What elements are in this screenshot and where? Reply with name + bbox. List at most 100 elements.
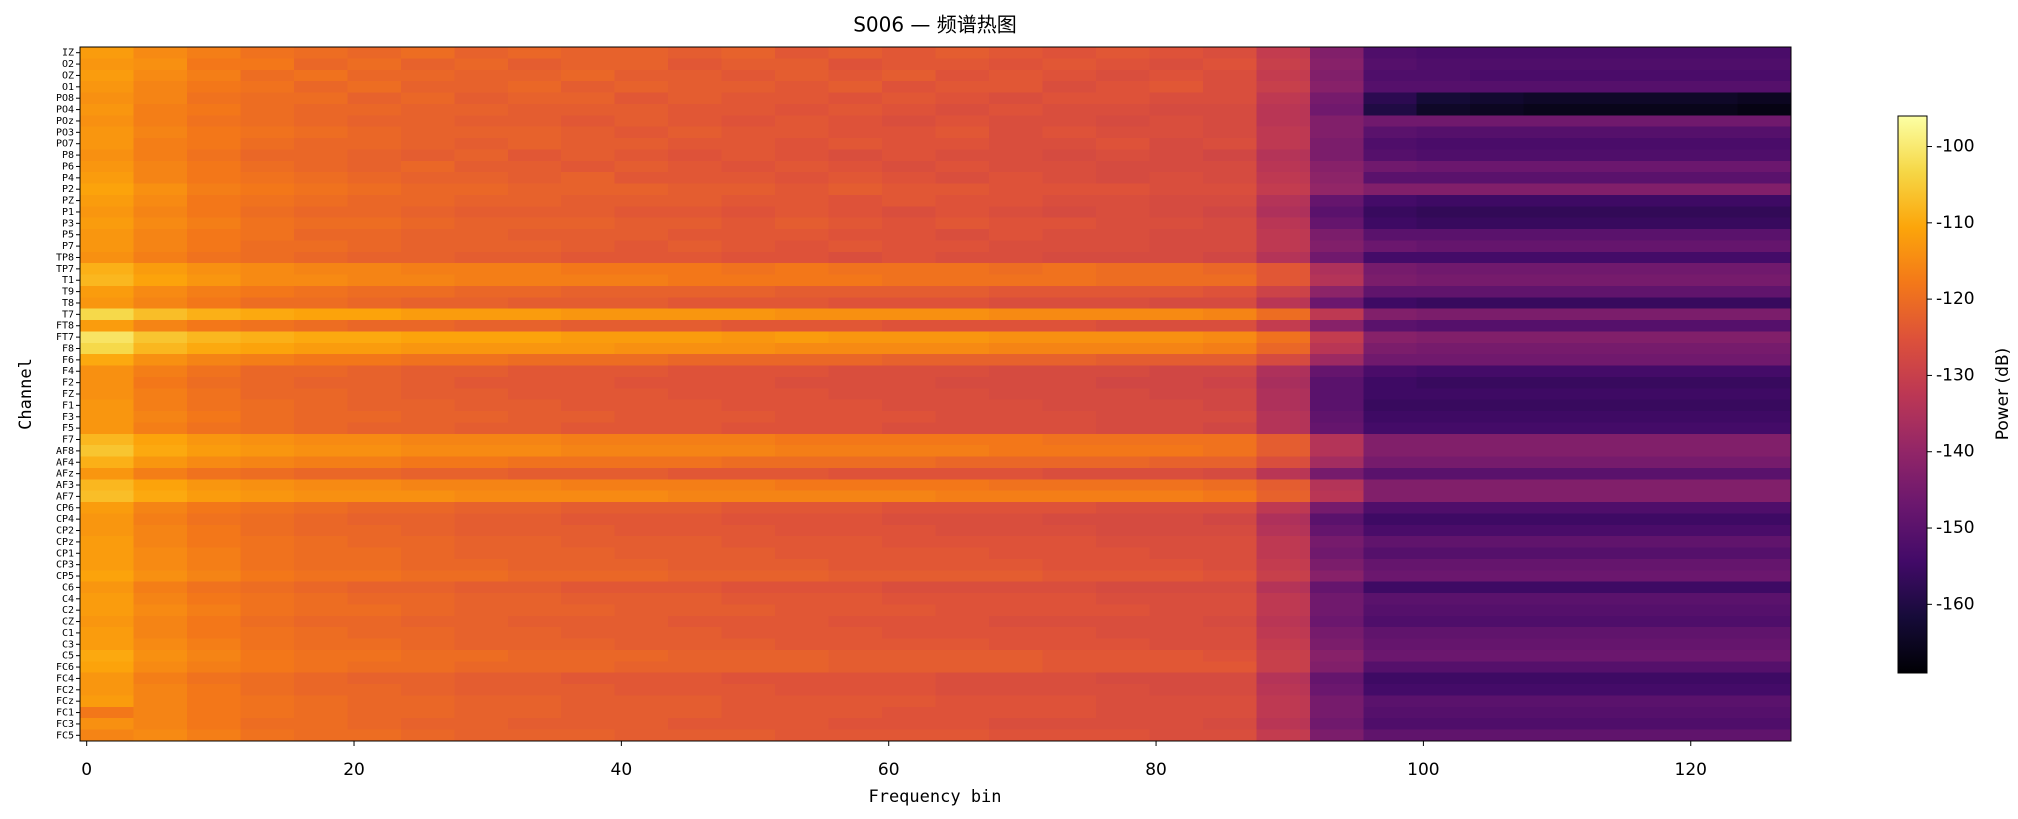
heatmap-cell	[668, 172, 723, 185]
heatmap-cell	[1363, 456, 1418, 469]
heatmap-cell	[775, 115, 830, 128]
heatmap-cell	[1737, 274, 1792, 287]
heatmap-cell	[454, 297, 509, 310]
heatmap-cell	[133, 672, 188, 685]
heatmap-cell	[400, 558, 455, 571]
heatmap-cell	[1309, 615, 1364, 628]
heatmap-cell	[80, 297, 134, 310]
heatmap-cell	[561, 524, 616, 537]
heatmap-cell	[721, 558, 776, 571]
heatmap-cell	[1202, 365, 1257, 378]
heatmap-cell	[828, 490, 883, 503]
heatmap-cell	[400, 524, 455, 537]
heatmap-cell	[1363, 308, 1418, 321]
heatmap-cell	[80, 638, 134, 651]
heatmap-cell	[828, 411, 883, 423]
heatmap-cell	[935, 445, 990, 458]
heatmap-cell	[507, 411, 562, 423]
heatmap-cell	[293, 138, 348, 150]
heatmap-cell	[1523, 240, 1578, 253]
heatmap-cell	[988, 376, 1043, 389]
heatmap-cell	[1737, 69, 1792, 82]
heatmap-cell	[347, 285, 402, 298]
heatmap-cell	[133, 399, 188, 412]
heatmap-cell	[1737, 206, 1792, 219]
heatmap-cell	[1630, 354, 1685, 367]
heatmap-cell	[1416, 217, 1471, 230]
heatmap-cell	[1630, 411, 1685, 423]
heatmap-cell	[1042, 388, 1097, 401]
heatmap-cell	[1577, 638, 1632, 651]
heatmap-cell	[1256, 172, 1311, 185]
heatmap-cell	[1149, 365, 1204, 378]
heatmap-cell	[668, 183, 723, 196]
heatmap-cell	[1202, 615, 1257, 628]
heatmap-cell	[186, 479, 241, 492]
heatmap-cell	[668, 194, 723, 207]
heatmap-cell	[1630, 217, 1685, 230]
heatmap-cell	[454, 547, 509, 560]
heatmap-cell	[347, 308, 402, 321]
heatmap-cell	[1042, 308, 1097, 321]
heatmap-cell	[561, 285, 616, 298]
heatmap-cell	[561, 513, 616, 526]
heatmap-cell	[1042, 536, 1097, 549]
heatmap-cell	[935, 81, 990, 94]
heatmap-cell	[293, 456, 348, 469]
heatmap-cell	[240, 479, 295, 492]
heatmap-cell	[133, 126, 188, 139]
heatmap-cell	[828, 558, 883, 571]
heatmap-cell	[1149, 58, 1204, 71]
heatmap-cell	[561, 115, 616, 128]
heatmap-cell	[561, 160, 616, 173]
heatmap-cell	[507, 729, 562, 742]
heatmap-cell	[668, 649, 723, 662]
heatmap-cell	[1737, 581, 1792, 594]
heatmap-cell	[400, 274, 455, 287]
heatmap-cell	[1095, 58, 1150, 71]
heatmap-cell	[1309, 570, 1364, 583]
heatmap-cell	[1416, 479, 1471, 492]
heatmap-cell	[80, 263, 134, 276]
heatmap-cell	[400, 297, 455, 310]
heatmap-cell	[614, 206, 669, 219]
heatmap-cell	[882, 251, 936, 264]
heatmap-cell	[935, 433, 990, 446]
heatmap-cell	[240, 69, 295, 82]
heatmap-cell	[1042, 183, 1097, 196]
heatmap-cell	[347, 320, 402, 332]
heatmap-cell	[1737, 308, 1792, 321]
heatmap-cell	[1630, 695, 1685, 708]
heatmap-cell	[80, 479, 134, 492]
heatmap-cell	[1256, 297, 1311, 310]
heatmap-cell	[1363, 376, 1418, 389]
heatmap-cell	[1416, 604, 1471, 617]
heatmap-cell	[1523, 593, 1578, 605]
heatmap-cell	[80, 684, 134, 696]
heatmap-cell	[454, 706, 509, 719]
heatmap-cell	[1309, 627, 1364, 640]
heatmap-cell	[1095, 376, 1150, 389]
heatmap-cell	[1684, 684, 1739, 696]
heatmap-cell	[133, 456, 188, 469]
heatmap-cell	[1363, 285, 1418, 298]
heatmap-cell	[186, 502, 241, 514]
heatmap-cell	[400, 138, 455, 150]
heatmap-cell	[1042, 502, 1097, 514]
heatmap-cell	[828, 274, 883, 287]
heatmap-cell	[882, 422, 936, 435]
heatmap-cell	[775, 536, 830, 549]
heatmap-cell	[1416, 251, 1471, 264]
heatmap-cell	[1416, 467, 1471, 480]
heatmap-cell	[293, 376, 348, 389]
heatmap-cell	[721, 502, 776, 514]
heatmap-cell	[1416, 149, 1471, 162]
heatmap-cell	[721, 69, 776, 82]
heatmap-cell	[80, 354, 134, 367]
y-tick-label: F6	[62, 355, 74, 366]
heatmap-cell	[614, 649, 669, 662]
heatmap-cell	[1202, 558, 1257, 571]
heatmap-cell	[614, 92, 669, 105]
heatmap-cell	[347, 103, 402, 116]
heatmap-cell	[454, 433, 509, 446]
